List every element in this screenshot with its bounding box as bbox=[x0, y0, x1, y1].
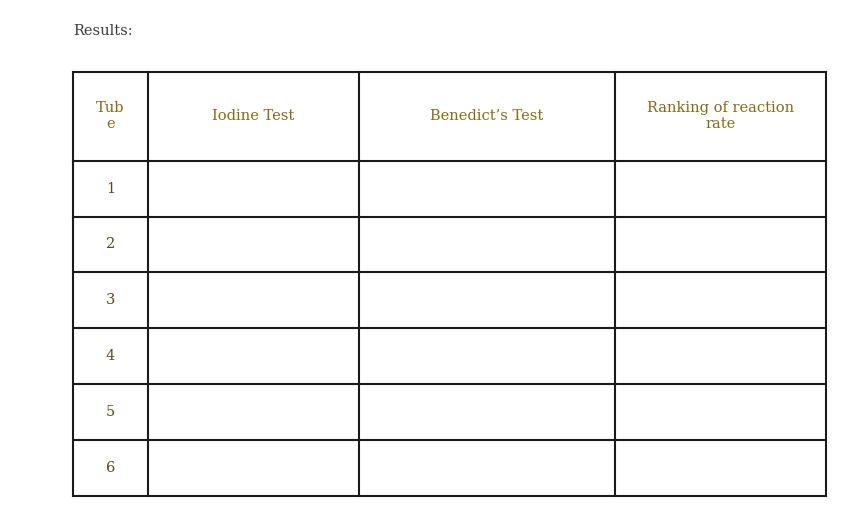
Text: 2: 2 bbox=[106, 237, 115, 252]
Text: 4: 4 bbox=[106, 349, 115, 363]
Text: 1: 1 bbox=[106, 182, 115, 196]
Text: 5: 5 bbox=[106, 405, 115, 419]
Text: Iodine Test: Iodine Test bbox=[212, 109, 294, 123]
Text: 3: 3 bbox=[106, 293, 115, 307]
Text: Tub
e: Tub e bbox=[96, 101, 125, 131]
Text: Ranking of reaction
rate: Ranking of reaction rate bbox=[647, 101, 794, 131]
Text: 6: 6 bbox=[106, 461, 115, 475]
Text: Results:: Results: bbox=[73, 24, 133, 38]
Text: Benedict’s Test: Benedict’s Test bbox=[431, 109, 544, 123]
